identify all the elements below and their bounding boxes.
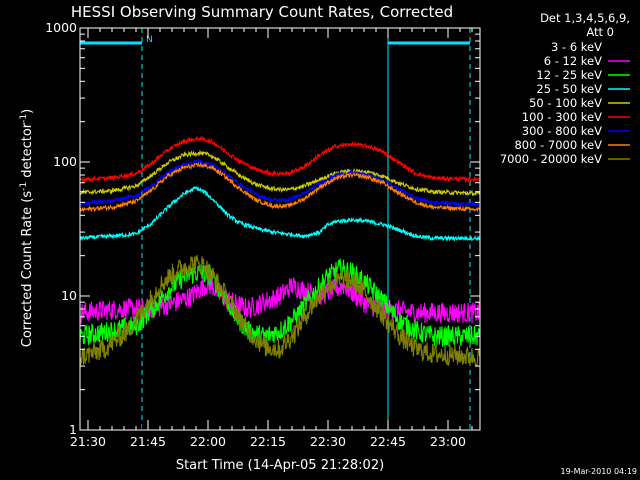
legend-label-6: 300 - 800 keV (522, 124, 602, 138)
series-line-2 (79, 258, 481, 347)
legend-header-line1: Det 1,3,4,5,6,9, (540, 11, 630, 25)
legend-label-5: 100 - 300 keV (522, 110, 602, 124)
x-tick-label-0: 21:30 (70, 434, 106, 449)
legend-label-0: 3 - 6 keV (551, 40, 602, 54)
series-line-6 (79, 159, 481, 208)
y-axis-label-main: Corrected Count Rate (s (20, 191, 35, 348)
x-tick-label-2: 22:00 (190, 434, 226, 449)
legend-label-7: 800 - 7000 keV (514, 138, 602, 152)
x-tick-label-1: 21:45 (130, 434, 166, 449)
x-tick-label-6: 23:00 (430, 434, 466, 449)
series-line-5 (79, 135, 481, 184)
x-tick-label-4: 22:30 (310, 434, 346, 449)
night-flag-label: N (146, 35, 153, 45)
y-tick-label-0: 1 (69, 422, 77, 437)
x-axis-label: Start Time (14-Apr-05 21:28:02) (176, 458, 384, 473)
x-tick-label-3: 22:15 (250, 434, 286, 449)
legend-label-4: 50 - 100 keV (529, 96, 602, 110)
y-tick-label-2: 100 (53, 154, 77, 169)
timestamp: 19-Mar-2010 04:19 (561, 467, 638, 476)
series-line-3 (79, 185, 481, 242)
chart-title: HESSI Observing Summary Count Rates, Cor… (71, 3, 453, 21)
legend-label-8: 7000 - 20000 keV (500, 152, 602, 166)
y-axis-label: Corrected Count Rate (s-1 detector-1) (19, 109, 35, 347)
legend-label-3: 25 - 50 keV (536, 82, 602, 96)
y-axis-label-end: ) (20, 109, 35, 114)
plot-area: N (80, 28, 471, 430)
y-axis-label-mid: detector (20, 122, 35, 182)
legend-label-2: 12 - 25 keV (536, 68, 602, 82)
y-axis-label-sup2: -1 (19, 114, 29, 123)
axes: 21:30 21:45 22:00 22:15 22:30 22:45 23:00 1 10 10… (45, 20, 481, 449)
y-axis-label-sup1: -1 (19, 182, 29, 191)
legend-label-1: 6 - 12 keV (544, 54, 602, 68)
y-tick-label-1: 10 (61, 288, 77, 303)
series-line-7 (79, 161, 481, 213)
x-tick-label-5: 22:45 (370, 434, 406, 449)
series-line-8 (79, 254, 481, 368)
series-line-4 (79, 149, 481, 197)
y-tick-label-3: 1000 (45, 20, 77, 35)
series-layer (79, 135, 481, 431)
legend-header-line2: Att 0 (586, 25, 614, 39)
